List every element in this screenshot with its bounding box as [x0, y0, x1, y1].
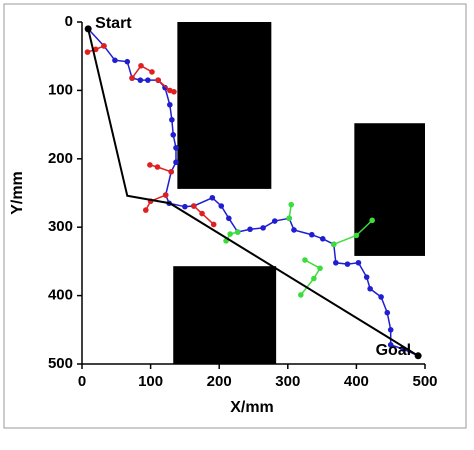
point: [142, 207, 149, 213]
point: [319, 236, 326, 242]
point: [173, 145, 179, 151]
y-axis-label: Y/mm: [9, 171, 26, 215]
series-line: [149, 164, 172, 173]
y-tick-label: 300: [48, 218, 73, 235]
y-tick-label: 400: [48, 287, 73, 304]
point: [298, 292, 304, 298]
point: [288, 201, 295, 208]
point: [147, 162, 153, 168]
point: [378, 294, 384, 300]
point: [167, 101, 173, 108]
annotation-label: Start: [95, 15, 132, 32]
obstacle: [354, 123, 425, 256]
point: [191, 203, 197, 209]
point: [387, 342, 394, 348]
point: [271, 218, 278, 224]
point: [170, 132, 177, 138]
point: [137, 77, 144, 83]
point: [199, 210, 205, 217]
x-tick-label: 0: [78, 373, 86, 390]
point: [353, 232, 360, 239]
y-tick-label: 500: [48, 355, 73, 372]
point: [367, 285, 373, 292]
point: [333, 259, 339, 266]
point: [309, 231, 315, 238]
point: [101, 43, 107, 49]
series-line: [87, 28, 419, 357]
x-tick-label: 100: [138, 373, 163, 390]
point: [302, 257, 308, 263]
point: [260, 225, 266, 231]
point: [149, 69, 155, 75]
annotation-label: Goal: [376, 342, 412, 359]
point: [226, 215, 232, 222]
point: [162, 84, 168, 91]
point: [384, 309, 391, 316]
point: [168, 168, 174, 175]
point: [129, 75, 135, 81]
point: [344, 261, 351, 267]
y-tick-label: 200: [48, 150, 73, 167]
point: [162, 192, 169, 198]
point: [317, 265, 323, 272]
point: [209, 194, 216, 201]
point: [124, 58, 131, 65]
x-tick-label: 300: [275, 373, 300, 390]
point: [155, 77, 161, 83]
y-tick-label: 100: [48, 81, 73, 98]
point: [387, 327, 394, 333]
point: [154, 164, 161, 170]
frame: [3, 3, 467, 429]
annotation-point: [84, 25, 92, 33]
point: [311, 275, 317, 282]
y-tick-label: 0: [65, 13, 73, 30]
point: [84, 49, 91, 55]
point: [171, 88, 177, 95]
point: [355, 259, 362, 266]
point: [169, 117, 175, 123]
x-tick-label: 200: [207, 373, 232, 390]
point: [173, 159, 179, 166]
point: [363, 274, 370, 280]
point: [247, 226, 253, 233]
point: [112, 57, 118, 64]
point: [138, 62, 144, 69]
point: [234, 229, 241, 235]
point: [330, 241, 337, 248]
annotation-point: [414, 352, 422, 360]
x-axis-label: X/mm: [230, 399, 274, 416]
point: [182, 203, 188, 210]
obstacle: [177, 22, 272, 189]
point: [286, 215, 292, 222]
point: [369, 217, 375, 224]
x-tick-label: 500: [412, 373, 437, 390]
obstacle: [173, 266, 277, 364]
point: [218, 203, 225, 209]
x-tick-label: 400: [344, 373, 369, 390]
point: [227, 231, 233, 237]
point: [210, 221, 217, 228]
point: [291, 227, 297, 233]
point: [145, 77, 151, 83]
